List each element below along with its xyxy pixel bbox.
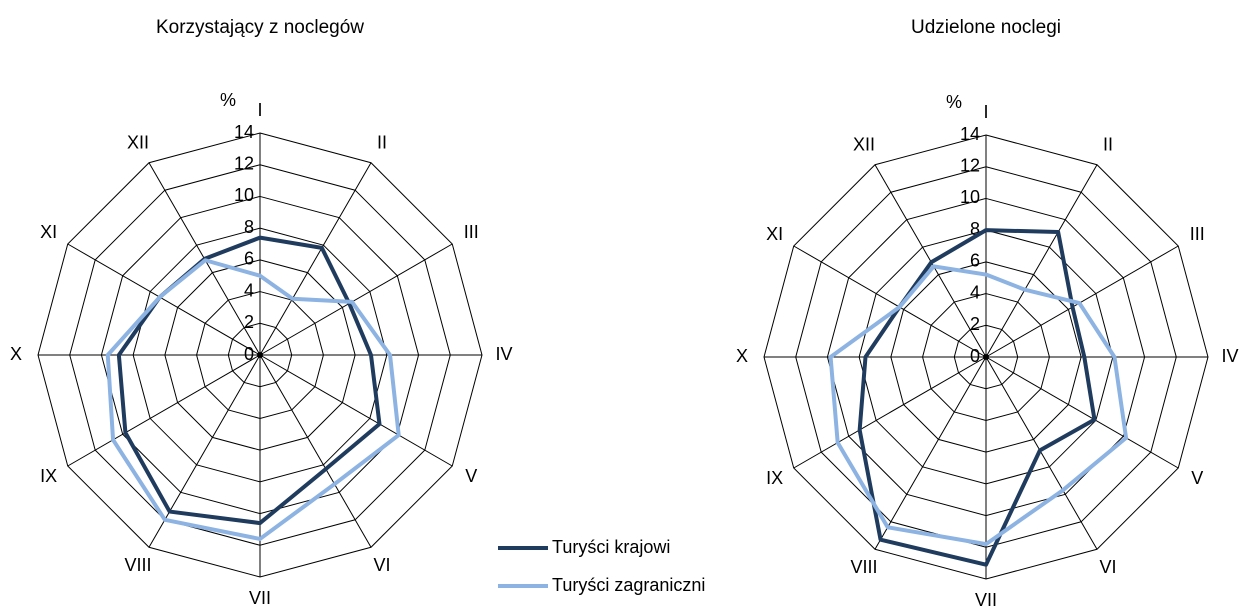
- spoke: [985, 245, 1179, 358]
- legend-label: Turyści zagraniczni: [552, 575, 705, 595]
- r-tick-label: 6: [970, 251, 980, 271]
- series-line: [828, 264, 1129, 547]
- spoke: [259, 354, 372, 548]
- category-label: III: [1190, 224, 1205, 244]
- r-tick-label: 8: [970, 219, 980, 239]
- spoke: [259, 243, 453, 356]
- r-tick-label: 4: [970, 282, 980, 302]
- r-tick-label: 14: [234, 122, 254, 142]
- category-label: VIII: [850, 557, 877, 577]
- spoke: [985, 164, 1098, 358]
- category-label: VIII: [124, 555, 151, 575]
- category-label: IX: [40, 466, 57, 486]
- category-label: XII: [853, 134, 875, 154]
- category-label: VI: [373, 555, 390, 575]
- category-label: X: [10, 344, 22, 364]
- spoke: [259, 162, 372, 356]
- r-tick-label: 6: [244, 249, 254, 269]
- r-tick-label: 2: [970, 314, 980, 334]
- spoke: [874, 356, 987, 550]
- r-tick-label: 12: [960, 155, 980, 175]
- r-tick-label: 10: [960, 187, 980, 207]
- r-tick-label: 12: [234, 153, 254, 173]
- spoke: [67, 243, 261, 356]
- category-label: VII: [975, 590, 997, 610]
- category-label: II: [377, 132, 387, 152]
- category-label: X: [736, 346, 748, 366]
- category-label: IV: [1221, 346, 1238, 366]
- spoke: [148, 354, 261, 548]
- axis-label: %: [220, 90, 236, 110]
- r-tick-label: 8: [244, 217, 254, 237]
- spoke: [67, 354, 261, 467]
- category-label: XI: [40, 222, 57, 242]
- chart-title: Udzielone noclegi: [911, 17, 1061, 38]
- r-tick-label: 2: [244, 312, 254, 332]
- legend-label: Turyści krajowi: [552, 537, 670, 557]
- r-tick-label: 14: [960, 124, 980, 144]
- category-label: VI: [1099, 557, 1116, 577]
- category-label: VII: [249, 588, 271, 608]
- category-label: V: [465, 466, 477, 486]
- spoke: [985, 356, 1179, 469]
- spoke: [985, 356, 1098, 550]
- r-tick-label: 10: [234, 185, 254, 205]
- r-tick-label: 0: [970, 346, 980, 366]
- category-label: XI: [766, 224, 783, 244]
- series-line: [105, 258, 401, 541]
- spoke: [793, 245, 987, 358]
- chart-title: Korzystający z noclegów: [156, 17, 364, 38]
- spoke: [259, 354, 453, 467]
- category-label: IV: [495, 344, 512, 364]
- category-label: III: [464, 222, 479, 242]
- category-label: XII: [127, 132, 149, 152]
- category-label: I: [983, 102, 988, 122]
- category-label: V: [1191, 468, 1203, 488]
- axis-label: %: [946, 92, 962, 112]
- r-tick-label: 0: [244, 344, 254, 364]
- spoke: [793, 356, 987, 469]
- category-label: I: [257, 100, 262, 120]
- category-label: II: [1103, 134, 1113, 154]
- center-dot: [257, 352, 263, 358]
- center-dot: [983, 354, 989, 360]
- category-label: IX: [766, 468, 783, 488]
- r-tick-label: 4: [244, 280, 254, 300]
